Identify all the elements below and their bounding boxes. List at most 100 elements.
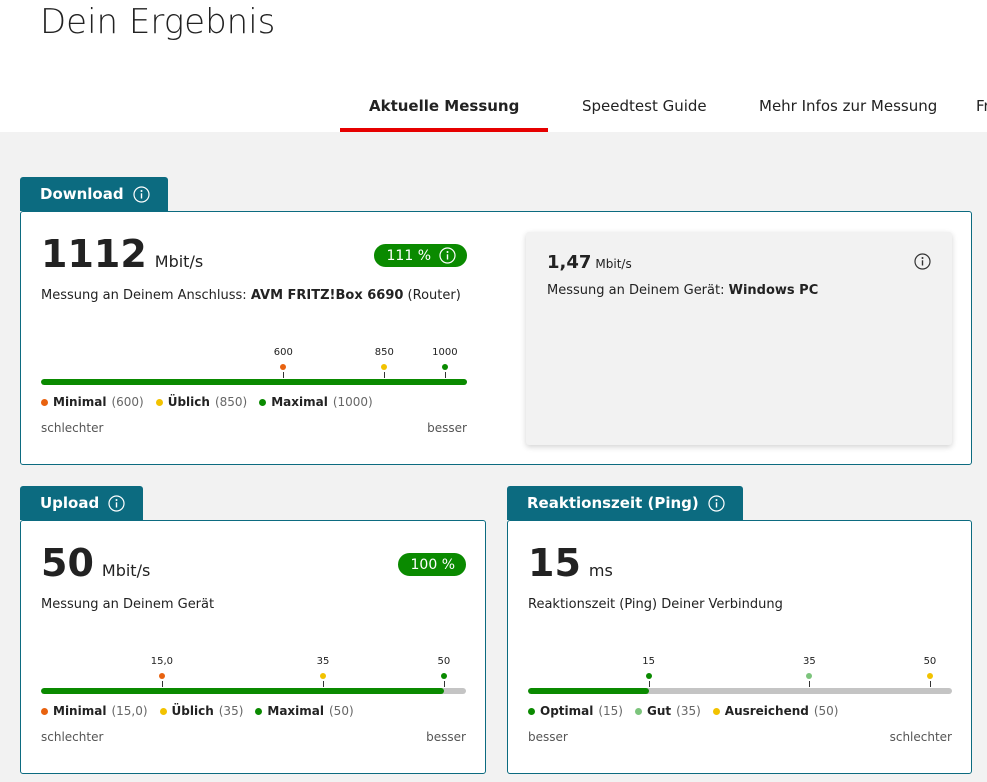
marker-dot: [280, 364, 287, 370]
legend-item: Maximal (50): [255, 704, 354, 718]
description-part: Messung an Deinem Anschluss:: [41, 288, 251, 303]
marker-dot: [158, 673, 165, 679]
legend-value: (850): [214, 395, 248, 409]
nav-tab[interactable]: Mehr Infos zur Messung: [759, 97, 938, 115]
scale-start: schlechter: [41, 730, 104, 744]
percent-badge: 111 %: [373, 244, 467, 267]
card-title: Download: [40, 185, 124, 203]
legend-name: Maximal: [271, 395, 328, 409]
info-icon[interactable]: [108, 494, 125, 512]
marker-dot: [381, 364, 388, 370]
description: Messung an Deinem Gerät: [41, 597, 214, 612]
info-icon[interactable]: [439, 247, 456, 264]
percent-badge: 100 %: [397, 553, 466, 576]
legend-value: (15,0): [111, 704, 148, 718]
legend-name: Üblich: [167, 395, 210, 409]
marker-label: 1000: [432, 347, 458, 358]
legend-dot: [712, 707, 720, 715]
result-value: 15 ms: [528, 541, 613, 585]
value: 1,47: [547, 252, 592, 273]
legend-value: (35): [676, 704, 701, 718]
marker-dot: [440, 673, 447, 679]
description-part: Messung an Deinem Gerät: [41, 597, 215, 612]
nav-tab[interactable]: Aktuelle Messung: [369, 97, 520, 115]
value: 50: [41, 541, 94, 585]
card-title: Upload: [40, 494, 100, 512]
legend-name: Minimal: [53, 395, 107, 409]
legend-dot: [159, 707, 167, 715]
legend-value: (1000): [332, 395, 373, 409]
active-underline: [340, 128, 548, 132]
info-icon[interactable]: [914, 253, 931, 270]
unit: Mbit/s: [154, 252, 204, 271]
legend-value: (35): [218, 704, 244, 718]
scale-start: besser: [528, 730, 568, 744]
scale-end: besser: [426, 730, 466, 744]
device-description: Messung an Deinem Gerät: Windows PC: [547, 283, 818, 298]
marker-dot: [645, 673, 652, 679]
marker-label: 850: [374, 347, 394, 358]
legend-dot: [528, 707, 535, 715]
scale-track: [41, 688, 466, 694]
marker-tick: [444, 372, 446, 378]
legend-item: Minimal (15,0): [41, 704, 148, 718]
legend-item: Üblich (35): [159, 704, 244, 718]
description-part: Messung an Deinem Gerät:: [547, 283, 729, 298]
legend-dot: [155, 398, 163, 406]
scale-end: schlechter: [889, 730, 952, 744]
description-part: Reaktionszeit (Ping) Deiner Verbindung: [528, 597, 783, 612]
marker-tick: [283, 372, 285, 378]
info-icon[interactable]: [708, 494, 725, 512]
card-title: Reaktionszeit (Ping): [527, 494, 699, 512]
nav-tab[interactable]: Speedtest Guide: [582, 97, 707, 115]
legend: Minimal (15,0) Üblich (35) Maximal (50): [41, 704, 354, 718]
result-value: 50 Mbit/s: [41, 541, 150, 585]
legend-dot: [255, 707, 263, 715]
unit: Mbit/s: [595, 257, 632, 271]
marker-label: 15: [642, 656, 655, 667]
marker-tick: [323, 681, 325, 687]
result-card: Reaktionszeit (Ping) 15 ms Reaktionszeit (P…: [507, 486, 972, 774]
legend-item: Ausreichend (50): [712, 704, 839, 718]
marker-label: 35: [316, 656, 330, 667]
legend-dot: [635, 707, 642, 715]
legend-dot: [41, 707, 48, 715]
legend-value: (600): [111, 395, 144, 409]
legend-item: Üblich (850): [155, 395, 248, 409]
header: Dein Ergebnis Aktuelle Messung Speedtest …: [0, 0, 987, 132]
marker-tick: [648, 681, 650, 687]
scale-track: [41, 379, 467, 385]
marker-label: 600: [273, 347, 293, 358]
marker-label: 50: [437, 656, 451, 667]
nav-tab[interactable]: Fr: [976, 97, 987, 115]
legend-name: Ausreichend: [724, 704, 809, 718]
legend-item: Maximal (1000): [259, 395, 373, 409]
info-icon[interactable]: [133, 185, 150, 203]
marker-label: 50: [923, 656, 937, 667]
legend-name: Maximal: [267, 704, 324, 718]
legend-value: (15): [598, 704, 623, 718]
legend-name: Optimal: [540, 704, 594, 718]
marker-tick: [384, 372, 386, 378]
scale-fill: [41, 688, 444, 694]
legend-dot: [41, 398, 48, 406]
badge-text: 100 %: [410, 556, 455, 573]
scale-start: schlechter: [41, 421, 104, 435]
scale-track: [528, 688, 952, 694]
legend-name: Gut: [647, 704, 672, 718]
marker-dot: [320, 673, 327, 679]
legend-name: Minimal: [53, 704, 107, 718]
legend: Minimal (600) Üblich (850) Maximal (1000): [41, 395, 373, 409]
value: 15: [528, 541, 581, 585]
measurement: 15 ms Reaktionszeit (Ping) Deiner Verbindu…: [528, 521, 952, 773]
result-card: Upload 50 Mbit/s 100 % Messung an Deinem Ger…: [20, 486, 486, 774]
marker-label: 35: [802, 656, 816, 667]
marker-dot: [926, 673, 933, 679]
description-part: AVM FRITZ!Box 6690: [250, 288, 404, 303]
legend-item: Gut (35): [635, 704, 701, 718]
description: Reaktionszeit (Ping) Deiner Verbindung: [528, 597, 783, 612]
legend: Optimal (15) Gut (35) Ausreichend (50): [528, 704, 839, 718]
unit: Mbit/s: [101, 561, 151, 580]
legend-item: Optimal (15): [528, 704, 623, 718]
